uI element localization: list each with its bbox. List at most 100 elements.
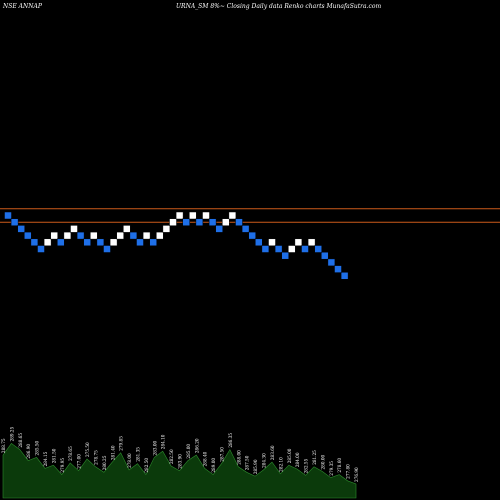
header-right-text: URNA_SM 8%~ Closing Daily data Renko cha… <box>176 3 381 10</box>
volume-label: 279.35 <box>329 461 334 476</box>
volume-label: 282.55 <box>304 458 309 473</box>
renko-brick-down <box>57 238 65 247</box>
volume-label: 284.15 <box>43 451 48 466</box>
reference-lines <box>0 208 500 223</box>
volume-label: 285.00 <box>287 448 292 463</box>
renko-brick-down <box>129 231 138 240</box>
volume-label: 281.50 <box>51 448 56 463</box>
volume-label: 280.00 <box>320 454 325 469</box>
volume-label: 286.90 <box>26 444 31 459</box>
volume-label: 288.40 <box>203 451 208 466</box>
renko-brick-down <box>281 251 289 260</box>
renko-bricks <box>4 211 349 280</box>
volume-label: 284.30 <box>262 453 267 468</box>
volume-label: 281.40 <box>110 445 115 460</box>
renko-brick-down <box>103 245 111 253</box>
renko-brick-up <box>268 238 276 247</box>
volume-label: 285.00 <box>186 444 191 459</box>
volume-label: 283.00 <box>152 440 157 455</box>
renko-brick-up <box>288 245 296 253</box>
renko-brick-down <box>327 258 336 267</box>
renko-brick-down <box>235 218 243 226</box>
renko-brick-down <box>314 245 322 253</box>
volume-label: 275.50 <box>85 442 90 457</box>
renko-brick-up <box>222 218 230 226</box>
renko-brick-down <box>96 238 105 247</box>
header-left-text: NSE ANNAP <box>2 3 43 10</box>
volume-label: 280.25 <box>102 455 107 470</box>
renko-brick-up <box>156 231 164 240</box>
renko-brick-down <box>149 238 157 247</box>
volume-label: 286.35 <box>228 433 233 448</box>
renko-brick-up <box>189 211 197 220</box>
renko-brick-down <box>136 238 144 247</box>
renko-brick-down <box>241 225 250 233</box>
volume-label: 289.00 <box>211 458 216 473</box>
renko-brick-up <box>123 225 131 233</box>
volume-label: 287.50 <box>245 455 250 470</box>
volume-label: 288.75 <box>1 438 6 453</box>
renko-brick-down <box>321 251 329 260</box>
renko-brick-up <box>63 231 72 240</box>
volume-label: 285.50 <box>35 440 40 455</box>
volume-label: 278.65 <box>68 446 73 461</box>
renko-brick-down <box>248 231 256 240</box>
renko-brick-up <box>90 231 98 240</box>
volume-label: 284.00 <box>295 452 300 467</box>
renko-brick-down <box>76 231 85 240</box>
volume-label: 287.50 <box>220 447 225 462</box>
renko-brick-down <box>195 218 204 226</box>
volume-label: 279.95 <box>60 458 65 473</box>
renko-brick-down <box>17 225 25 233</box>
renko-brick-down <box>4 211 12 220</box>
renko-brick-up <box>70 225 78 233</box>
renko-brick-up <box>50 231 58 240</box>
renko-brick-down <box>182 218 190 226</box>
renko-brick-up <box>162 225 171 233</box>
renko-brick-up <box>294 238 303 247</box>
volume-label: 286.20 <box>194 438 199 453</box>
renko-brick-up <box>43 238 52 247</box>
volume-label: 279.85 <box>119 436 124 451</box>
volume-label: 283.60 <box>270 445 275 460</box>
volume-label: 285.90 <box>253 459 258 474</box>
renko-brick-down <box>274 245 283 253</box>
renko-brick-down <box>208 218 217 226</box>
renko-brick-up <box>109 238 118 247</box>
renko-brick-down <box>10 218 19 226</box>
renko-brick-up <box>175 211 184 220</box>
volume-label: 289.25 <box>9 426 14 441</box>
renko-brick-up <box>142 231 151 240</box>
renko-brick-up <box>202 211 210 220</box>
volume-label: 282.50 <box>169 449 174 464</box>
renko-brick-down <box>334 265 342 273</box>
volume-label: 288.65 <box>18 433 23 448</box>
volume-label: 284.10 <box>161 434 166 449</box>
renko-brick-down <box>301 245 309 253</box>
renko-brick-up <box>169 218 177 226</box>
volume-label: 283.90 <box>178 454 183 469</box>
renko-brick-down <box>255 238 263 247</box>
volume-label: 278.00 <box>127 453 132 468</box>
renko-brick-down <box>24 231 32 240</box>
renko-brick-down <box>83 238 91 247</box>
renko-brick-up <box>307 238 316 247</box>
volume-label: 282.10 <box>278 457 283 472</box>
renko-brick-down <box>261 245 270 253</box>
renko-brick-up <box>116 231 124 240</box>
volume-label: 282.50 <box>144 458 149 473</box>
volume-area <box>2 442 357 499</box>
renko-brick-down <box>340 272 349 280</box>
volume-label: 288.00 <box>236 450 241 465</box>
volume-label: 281.25 <box>312 450 317 465</box>
volume-label: 276.90 <box>354 467 359 482</box>
volume-label: 277.80 <box>346 464 351 479</box>
volume-label: 277.00 <box>77 454 82 469</box>
renko-brick-down <box>30 238 39 247</box>
renko-brick-down <box>215 225 223 233</box>
volume-label: 278.60 <box>337 458 342 473</box>
renko-brick-down <box>37 245 45 253</box>
